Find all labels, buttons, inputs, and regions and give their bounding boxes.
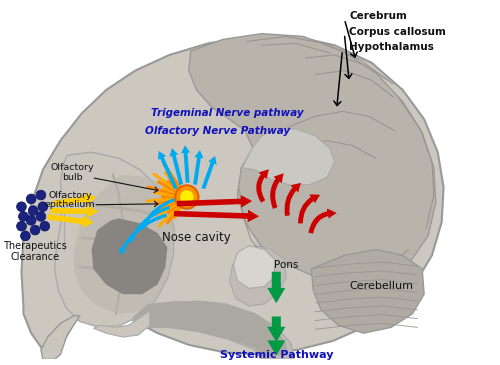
Text: Olfactory: Olfactory [48, 191, 92, 200]
Circle shape [26, 215, 36, 225]
Text: Nose cavity: Nose cavity [162, 231, 231, 244]
Circle shape [36, 212, 46, 221]
Text: bulb: bulb [62, 173, 82, 182]
Polygon shape [230, 246, 286, 306]
Text: Hypothalamus: Hypothalamus [349, 42, 434, 52]
Text: Olfactory Nerve Pathway: Olfactory Nerve Pathway [146, 126, 290, 136]
Polygon shape [234, 246, 274, 288]
Circle shape [16, 221, 26, 231]
Polygon shape [242, 129, 334, 185]
Polygon shape [22, 36, 444, 354]
Text: Clearance: Clearance [10, 252, 59, 262]
Text: Olfactory: Olfactory [50, 163, 94, 172]
Polygon shape [41, 316, 80, 360]
Polygon shape [92, 218, 168, 294]
Polygon shape [312, 250, 424, 333]
Text: Therapeutics: Therapeutics [3, 241, 67, 251]
Polygon shape [74, 174, 174, 314]
Text: Pons: Pons [274, 260, 298, 270]
Polygon shape [94, 311, 150, 337]
Text: Trigeminal Nerve pathway: Trigeminal Nerve pathway [152, 108, 304, 118]
Circle shape [40, 221, 50, 231]
Polygon shape [54, 152, 174, 327]
Circle shape [36, 190, 46, 200]
Circle shape [175, 185, 199, 209]
Text: Systemic Pathway: Systemic Pathway [220, 350, 333, 360]
Polygon shape [189, 34, 436, 283]
Circle shape [16, 202, 26, 212]
Circle shape [26, 194, 36, 204]
Circle shape [18, 212, 28, 221]
Text: Corpus callosum: Corpus callosum [349, 27, 446, 36]
Circle shape [38, 202, 48, 212]
Circle shape [28, 206, 38, 215]
Circle shape [30, 225, 40, 235]
Text: epithelium: epithelium [45, 200, 96, 209]
Polygon shape [132, 301, 288, 357]
Text: Cerebellum: Cerebellum [350, 281, 414, 292]
Circle shape [20, 231, 30, 241]
Polygon shape [132, 301, 294, 360]
Text: Cerebrum: Cerebrum [349, 11, 407, 21]
Circle shape [180, 190, 194, 204]
